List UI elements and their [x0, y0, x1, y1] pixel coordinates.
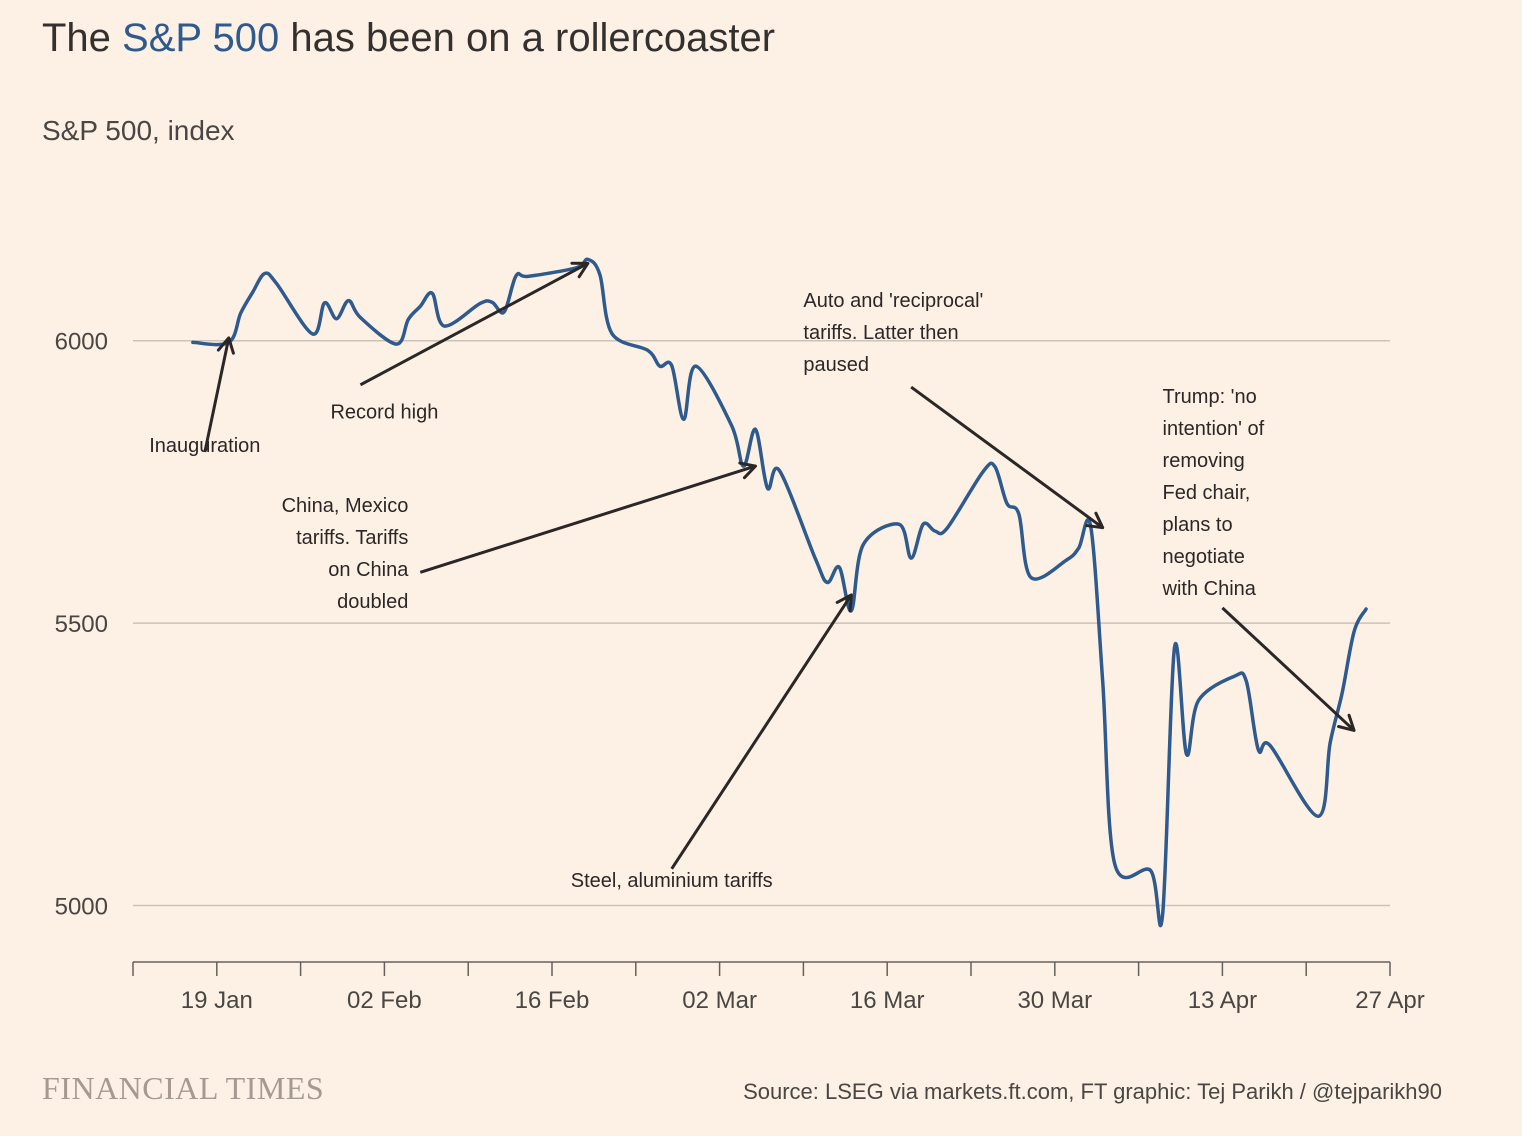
annotation-arrowhead [738, 461, 758, 480]
annotation-arrow-line [359, 262, 589, 387]
annotation-arrow-line [1221, 606, 1356, 732]
annotation-label-line: Inauguration [149, 435, 260, 457]
annotation-label-line: doubled [337, 591, 408, 613]
series-line-sp500 [191, 257, 1368, 928]
annotation-arrowhead [835, 593, 853, 613]
annotation-label-line: Record high [330, 402, 438, 424]
annotation-label-line: with China [1162, 578, 1257, 600]
annotation-label-line: Auto and 'reciprocal' [803, 290, 983, 312]
x-tick-label: 16 Feb [515, 987, 590, 1014]
annotation-label-line: Trump: 'no [1163, 386, 1257, 408]
y-tick-label-6000: 6000 [55, 329, 108, 356]
annotation-label-line: China, Mexico [282, 495, 409, 517]
x-tick-label: 27 Apr [1355, 987, 1424, 1014]
annotation-label-line: negotiate [1163, 546, 1245, 568]
annotation-label: Auto and 'reciprocal' tariffs. Latter the… [803, 290, 983, 376]
annotation-arrow-line [419, 464, 756, 574]
annotation-label-line: removing [1163, 450, 1245, 472]
x-tick-label: 30 Mar [1017, 987, 1092, 1014]
title-prefix: The [42, 16, 123, 60]
chart-subtitle: S&P 500, index [42, 115, 235, 146]
annotation-label: Steel, aluminium tariffs [571, 870, 773, 892]
annotation-label-line: Fed chair, [1163, 482, 1251, 504]
x-tick-label: 13 Apr [1188, 987, 1257, 1014]
title-highlight: S&P 500 [122, 16, 280, 60]
annotation-arrowhead [1085, 511, 1105, 530]
annotation-label-line: tariffs. Tariffs [296, 527, 408, 549]
annotation-label: China, Mexico tariffs. Tariffs on China dou… [282, 495, 410, 613]
y-tick-label-5500: 5500 [55, 611, 108, 638]
x-tick-label: 02 Mar [682, 987, 757, 1014]
annotation-label-line: intention' of [1163, 418, 1265, 440]
annotation-label: Inauguration [149, 435, 260, 457]
annotation-arrow-line [910, 385, 1104, 529]
annotation-arrow-line [203, 337, 231, 453]
annotation-label-line: plans to [1163, 514, 1233, 536]
ft-logo: FINANCIAL TIMES [42, 1070, 325, 1106]
annotation-label-line: tariffs. Latter then [803, 322, 958, 344]
annotation-label: Record high [330, 402, 438, 424]
x-tick-label: 02 Feb [347, 987, 422, 1014]
x-tick-label: 16 Mar [850, 987, 925, 1014]
annotation-label-line: Steel, aluminium tariffs [571, 870, 773, 892]
y-tick-label-5000: 5000 [55, 894, 108, 921]
page-title: The S&P 500 has been on a rollercoaster [42, 14, 775, 62]
x-tick-label: 19 Jan [181, 987, 253, 1014]
annotation-arrowhead [216, 336, 235, 355]
annotation-label: Trump: 'no intention' of removing Fed chair… [1162, 386, 1265, 600]
title-suffix: has been on a rollercoaster [279, 16, 776, 60]
annotation-label-line: paused [803, 354, 869, 376]
annotation-arrowhead [1337, 713, 1356, 732]
annotation-label-line: on China [328, 559, 409, 581]
annotation-arrow-line [670, 594, 853, 870]
annotation-arrowhead [570, 261, 590, 279]
source-note: Source: LSEG via markets.ft.com, FT grap… [743, 1079, 1442, 1104]
